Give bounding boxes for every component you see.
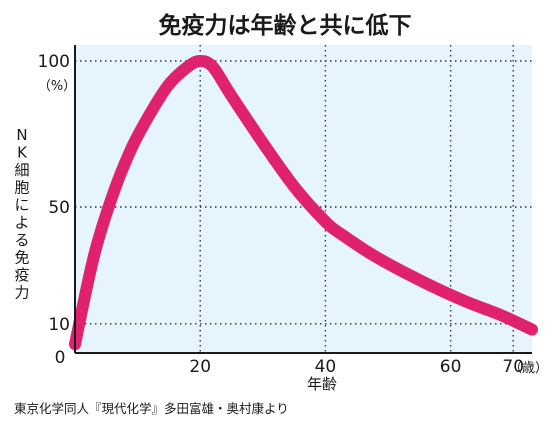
x-tick-40: 40 [315, 357, 337, 377]
source-credit: 東京化学同人『現代化学』多田富雄・奥村康より [14, 401, 289, 416]
chart-title: 免疫力は年齢と共に低下 [159, 12, 412, 39]
series-line [69, 55, 538, 351]
y-unit-label: （%） [38, 79, 76, 94]
y-tick-labels: 10 50 100 [38, 52, 70, 335]
x-tick-20: 20 [189, 357, 211, 377]
y-tick-10: 10 [48, 315, 70, 335]
origin-label: 0 [55, 348, 66, 368]
x-axis-label: 年齢 [307, 375, 337, 393]
y-tick-100: 100 [38, 52, 70, 72]
y-tick-50: 50 [48, 198, 70, 218]
x-tick-70: 70 [502, 357, 524, 377]
x-tick-labels: 20 40 60 70 [189, 357, 524, 377]
gridlines [75, 45, 532, 353]
y-axis-label: N K 細胞による免疫力 [14, 126, 29, 302]
x-tick-60: 60 [440, 357, 462, 377]
x-unit-label: （歳） [509, 361, 548, 376]
